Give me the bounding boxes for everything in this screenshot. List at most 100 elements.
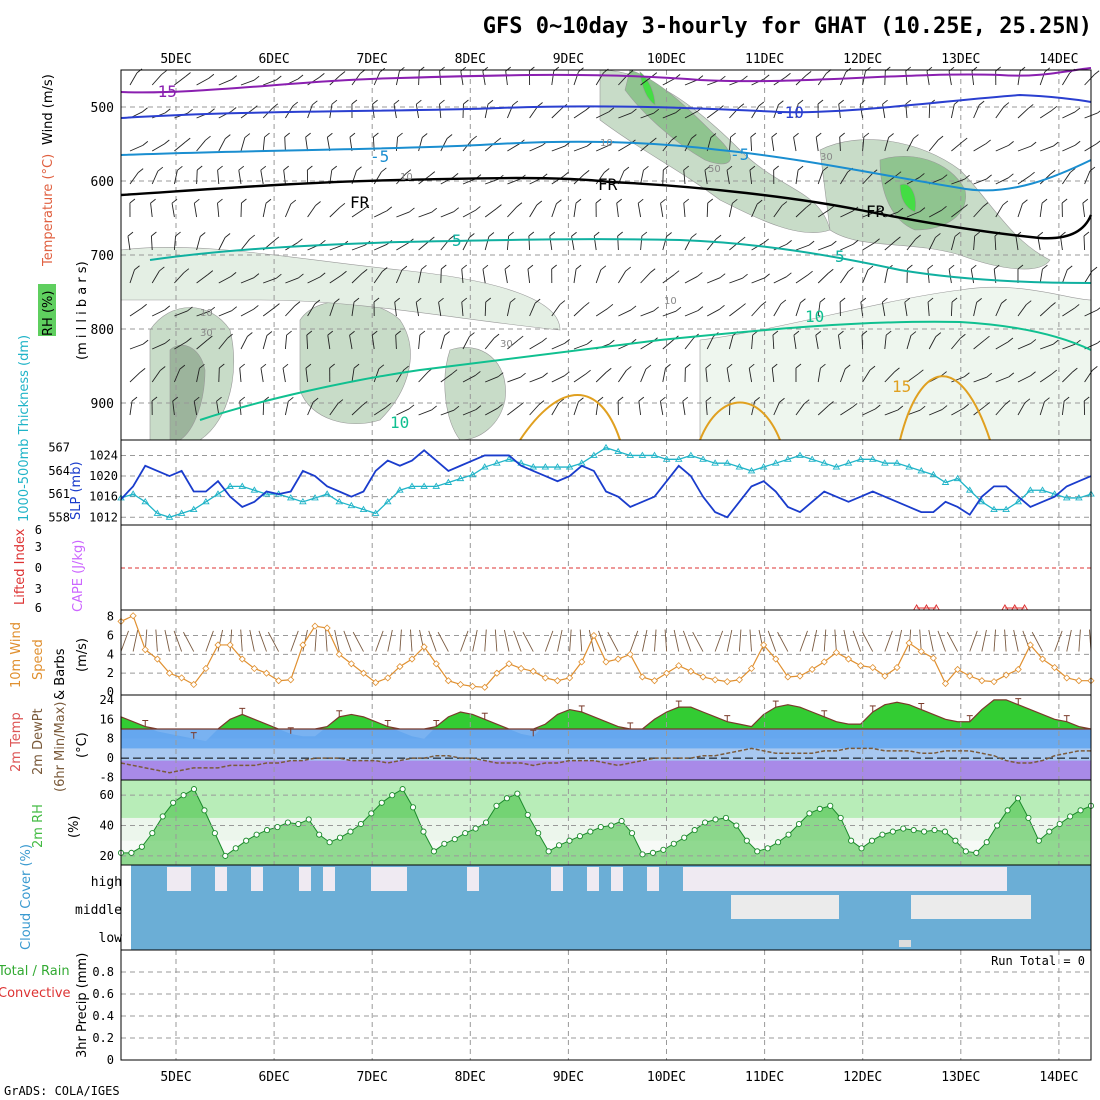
rh-point [524, 811, 531, 818]
isotherm [149, 238, 1092, 284]
wind-barb [284, 401, 289, 416]
wind-barb-flag [822, 166, 829, 172]
rh-point [378, 799, 385, 806]
wind-speed-point [432, 660, 440, 668]
wind-barb [683, 203, 686, 218]
wind-barb-flag [239, 396, 246, 402]
wind-barb-flag [926, 66, 933, 72]
surface-barb [1004, 629, 1007, 652]
rh-point [941, 828, 949, 835]
wind-barb-flag [982, 202, 989, 207]
wind-barb-flag [617, 231, 623, 237]
wind-barb-flag [919, 173, 925, 178]
thickness-point [759, 463, 768, 470]
surface-barb [692, 631, 704, 652]
wind-barb-flag [409, 207, 415, 213]
wind-barb-flag [331, 165, 338, 171]
wind-speed-point [832, 648, 840, 657]
wind-barb-flag [807, 270, 813, 276]
isotherm-label: -5 [730, 145, 749, 164]
wind-barb-flag [651, 72, 658, 77]
thickness-point [1062, 494, 1071, 501]
wind-barb-flag [179, 364, 186, 370]
wind-barb [349, 335, 353, 350]
isotherm-label: FR [866, 202, 886, 221]
cloud-cell-high [551, 867, 563, 891]
rh-point [305, 816, 312, 823]
wind-speed-point [966, 672, 974, 680]
wind-speed-point [711, 676, 719, 684]
wind-barb [150, 203, 153, 218]
wind-barb-flag [217, 198, 223, 204]
rh-point [430, 848, 437, 855]
wind-barb-flag [852, 239, 859, 245]
wind-barb-flag [666, 232, 672, 237]
wind-barb [906, 373, 919, 383]
wind-barb [951, 337, 961, 350]
wind-barb-flag [697, 306, 704, 311]
wind-barb [1084, 74, 1095, 86]
wind-barb [507, 178, 521, 185]
wind-barb [751, 305, 762, 317]
thickness-point [626, 451, 635, 458]
cloud-cell-high [383, 867, 395, 891]
wind-barb-flag [720, 75, 726, 81]
wind-barb-flag [164, 108, 171, 114]
wind-barb-flag [894, 367, 900, 373]
wind-barb [482, 269, 486, 284]
wind-barb-flag [705, 363, 712, 369]
wind-barb [662, 339, 674, 350]
cloud-cell-middle [755, 895, 767, 919]
wind-barb [151, 74, 162, 86]
rh-point [973, 849, 980, 856]
rh-point [284, 819, 291, 826]
wind-barb-flag [558, 398, 565, 404]
wind-barb-flag [175, 231, 181, 237]
dewpoint-line [120, 747, 1091, 774]
wind-barb [462, 409, 477, 416]
wind-barb-flag [691, 134, 697, 139]
wind-barb [351, 302, 355, 317]
wind-barb-flag [625, 266, 631, 272]
wind-barb [462, 210, 476, 218]
wind-barb [239, 368, 242, 383]
wind-barb [860, 302, 864, 317]
wind-barb [396, 211, 410, 218]
wind-barb [618, 143, 631, 152]
wind-barb-flag [518, 402, 524, 407]
date-label-bottom: 14DEC [1039, 1070, 1078, 1085]
wind-barb [640, 341, 653, 350]
wind-barb-flag [164, 139, 170, 145]
wind-barb-flag [865, 66, 871, 72]
rh-point [660, 846, 667, 853]
wind-barb-flag [645, 364, 652, 370]
wind-barb [906, 211, 921, 218]
cloud-cell-high [803, 867, 815, 891]
wind-barb [640, 236, 643, 251]
wind-barb-flag [964, 174, 970, 180]
rh-point [670, 840, 677, 847]
wind-barb [262, 335, 268, 350]
wind-barb-flag [797, 99, 804, 105]
wind-barb [882, 104, 886, 119]
precip-grid [121, 950, 1091, 1060]
cloud-cell-high [887, 867, 899, 891]
wind-barb [795, 274, 808, 284]
wind-barb [884, 409, 899, 416]
wind-barb-flag [315, 201, 321, 206]
wind-barb-flag [785, 72, 791, 78]
wind-barb-flag [403, 365, 409, 371]
surface-barb [799, 630, 808, 652]
rh-point [858, 845, 865, 852]
wind-barb [196, 368, 200, 383]
cloud-cell-high [467, 867, 479, 891]
wind-barb [995, 144, 1009, 152]
wind-barb-flag [224, 233, 231, 238]
wind-barb-flag [431, 207, 438, 213]
wind-barb-flag [838, 99, 844, 105]
wind-barb [973, 339, 985, 350]
rh-region [899, 183, 916, 213]
wind-speed-point [663, 669, 671, 677]
wind-barb [596, 144, 610, 152]
date-label-top: 6DEC [258, 52, 289, 67]
